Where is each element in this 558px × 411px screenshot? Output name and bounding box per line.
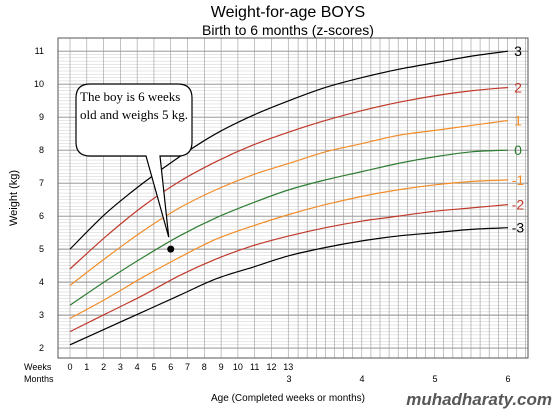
y-axis-ticks: 2 3 4 5 6 7 8 9 10 11 (34, 46, 44, 353)
data-point-marker (167, 245, 175, 253)
week-tick-label: 12 (266, 362, 276, 372)
week-tick-label: 0 (67, 362, 72, 372)
curve-z-0 (69, 149, 509, 306)
chart-title: Weight-for-age BOYS (211, 4, 365, 21)
curve-label-z-2: 2 (514, 79, 522, 95)
curve-label-z-1: 1 (514, 112, 522, 128)
x-axis-ticks: 0 1 2 3 4 5 6 7 8 9 10 11 12 133 4 5 6 (67, 362, 510, 384)
week-tick-label: 2 (101, 362, 106, 372)
curve-label-z--3: -3 (512, 220, 525, 236)
callout-text: The boy is 6 weeks old and weighs 5 kg. (80, 89, 188, 122)
watermark: muhadharaty.com (406, 390, 552, 409)
chart-subtitle: Birth to 6 months (z-scores) (202, 22, 374, 38)
curve-label-z-0: 0 (514, 142, 522, 158)
y-tick-label: 10 (34, 79, 44, 89)
month-tick-label: 3 (286, 374, 291, 384)
curve-z--3 (69, 227, 509, 346)
curve-label-z-3: 3 (514, 43, 522, 59)
week-tick-label: 1 (84, 362, 89, 372)
week-tick-label: 3 (118, 362, 123, 372)
week-tick-label: 8 (202, 362, 207, 372)
y-tick-label: 4 (39, 277, 44, 287)
y-axis-label: Weight (kg) (8, 170, 20, 226)
week-tick-label: 9 (219, 362, 224, 372)
curve-label-z--2: -2 (512, 197, 525, 213)
y-tick-label: 7 (39, 178, 44, 188)
week-tick-label: 5 (151, 362, 156, 372)
month-tick-label: 6 (505, 374, 510, 384)
months-row-label: Months (24, 374, 54, 384)
curve-z-2 (69, 86, 509, 270)
week-tick-label: 13 (283, 362, 293, 372)
week-tick-label: 7 (185, 362, 190, 372)
curve-z-1 (69, 119, 509, 286)
x-axis-label: Age (Completed weeks or months) (211, 393, 365, 404)
callout-bubble (75, 83, 193, 238)
annotation-callout: The boy is 6 weeks old and weighs 5 kg. (75, 83, 193, 253)
z-score-labels: 3 2 1 0 -1 -2 -3 (512, 43, 525, 235)
week-tick-label: 10 (233, 362, 243, 372)
y-tick-label: 2 (39, 343, 44, 353)
plot-frame (57, 37, 529, 359)
month-tick-label: 5 (432, 374, 437, 384)
week-tick-label: 11 (250, 362, 259, 372)
curve-z--2 (69, 204, 509, 333)
y-tick-label: 11 (35, 46, 44, 56)
y-tick-label: 9 (39, 112, 44, 122)
y-tick-label: 3 (39, 310, 44, 320)
month-tick-label: 4 (359, 374, 364, 384)
curve-label-z--1: -1 (512, 172, 525, 188)
weeks-row-label: Weeks (24, 362, 52, 372)
y-tick-label: 5 (39, 244, 44, 254)
week-tick-label: 4 (135, 362, 140, 372)
week-tick-label: 6 (168, 362, 173, 372)
z-score-curves (69, 50, 509, 346)
y-tick-label: 6 (39, 211, 44, 221)
curve-z-3 (69, 50, 509, 250)
curve-z--1 (69, 179, 509, 319)
y-tick-label: 8 (39, 145, 44, 155)
